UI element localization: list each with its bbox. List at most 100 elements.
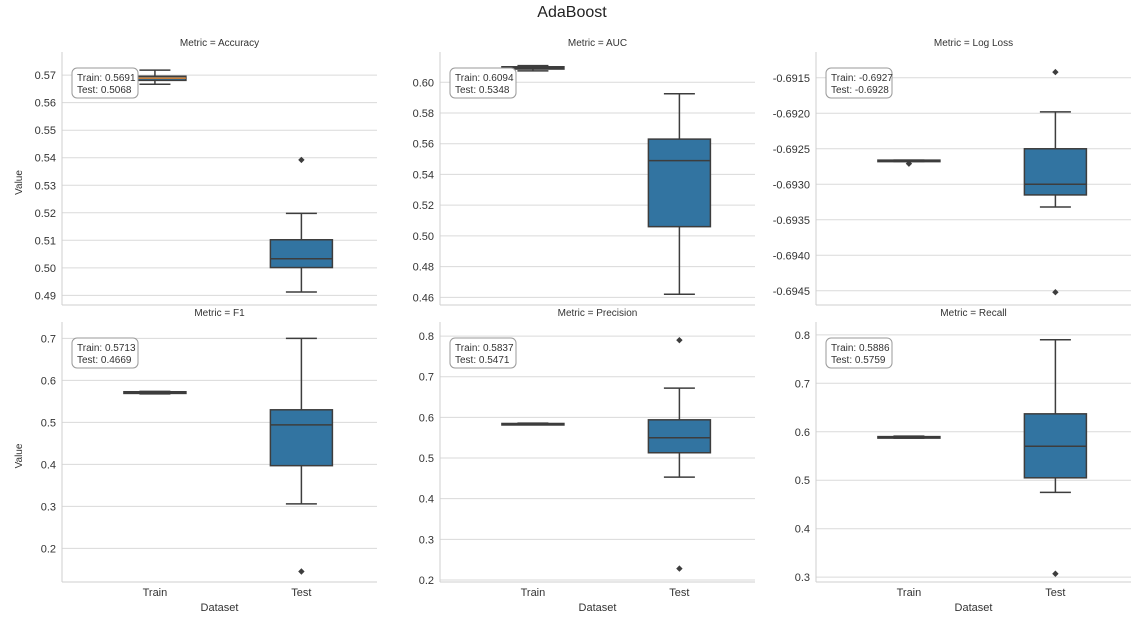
box-test (1023, 338, 1088, 577)
stats-train-label: Train: 0.5837 (455, 343, 514, 354)
y-tick-label: 0.7 (419, 372, 434, 384)
subplot-3: -0.6945 -0.6940 -0.6935 -0.6930 -0.6925 -0.69… (773, 38, 1131, 306)
stats-test-label: Test: 0.5759 (831, 355, 886, 366)
y-tick-label: 0.51 (35, 235, 56, 247)
y-tick-label: 0.46 (413, 292, 434, 304)
y-tick-label: 0.5 (41, 417, 56, 429)
y-tick-label: -0.6940 (773, 250, 810, 262)
subplot-title: Metric = F1 (194, 308, 245, 319)
box-train (123, 390, 187, 395)
y-tick-label: 0.56 (35, 98, 56, 110)
x-axis-label: Dataset (201, 602, 239, 614)
stats-box-frame (71, 337, 139, 369)
subplot-title: Metric = Precision (558, 308, 638, 319)
stats-train-label: Train: -0.6927 (831, 73, 893, 84)
stats-train-label: Train: 0.6094 (455, 73, 514, 84)
subplot-2: 0.46 0.48 0.50 0.52 0.54 0.56 0.58 0.60 Metric =… (413, 38, 755, 306)
y-tick-label: 0.4 (795, 524, 810, 536)
stats-test-label: Test: 0.5471 (455, 355, 510, 366)
y-tick-label: 0.8 (419, 331, 434, 343)
x-tick-label: Train (897, 587, 922, 599)
y-tick-label: 0.6 (419, 412, 434, 424)
y-tick-label: -0.6925 (773, 144, 810, 156)
box-test (647, 93, 712, 295)
stats-box-frame (825, 337, 893, 369)
outlier-point (676, 565, 683, 572)
y-tick-label: 0.48 (413, 262, 434, 274)
box-body (269, 239, 334, 269)
y-tick-label: 0.4 (419, 494, 434, 506)
stats-test-label: Test: -0.6928 (831, 85, 889, 96)
y-tick-label: 0.50 (413, 231, 434, 243)
y-tick-label: 0.5 (419, 453, 434, 465)
y-tick-label: 0.57 (35, 70, 56, 82)
x-axis-label: Dataset (579, 602, 617, 614)
y-tick-label: -0.6935 (773, 215, 810, 227)
box-train (877, 159, 941, 167)
y-tick-label: 0.52 (413, 200, 434, 212)
box-train (877, 435, 941, 439)
figure-title: AdaBoost (537, 4, 607, 21)
stats-train-label: Train: 0.5886 (831, 343, 890, 354)
y-tick-label: -0.6915 (773, 73, 810, 85)
subplot-5: 0.2 0.3 0.4 0.5 0.6 0.7 0.8 Metric = Precision T… (419, 308, 755, 614)
y-tick-label: 0.54 (35, 153, 56, 165)
x-tick-label: Test (669, 587, 689, 599)
y-tick-label: 0.6 (795, 427, 810, 439)
x-tick-label: Train (143, 587, 168, 599)
y-tick-label: 0.3 (41, 501, 56, 513)
stats-test-label: Test: 0.4669 (77, 355, 132, 366)
stats-box-frame (449, 67, 517, 99)
x-tick-label: Test (291, 587, 311, 599)
box-body (1023, 148, 1088, 196)
box-test (269, 337, 334, 575)
subplot-title: Metric = Log Loss (934, 38, 1013, 49)
outlier-point (1052, 570, 1059, 577)
subplot-title: Metric = AUC (568, 38, 627, 49)
y-tick-label: -0.6930 (773, 179, 810, 191)
box-train (501, 422, 565, 426)
y-tick-label: 0.2 (41, 543, 56, 555)
outlier-point (1052, 68, 1059, 76)
outlier-point (298, 156, 305, 164)
y-tick-label: 0.56 (413, 139, 434, 151)
outlier-point (676, 336, 683, 344)
x-axis-label: Dataset (955, 602, 993, 614)
box-train (123, 69, 187, 85)
y-axis-label: Value (14, 170, 25, 195)
outlier-point (905, 160, 913, 167)
stats-box-frame (825, 67, 893, 99)
stats-box-frame (71, 67, 139, 99)
outlier-point (298, 568, 305, 575)
y-tick-label: 0.60 (413, 77, 434, 89)
y-tick-label: 0.2 (419, 575, 434, 587)
box-body (647, 138, 712, 228)
y-tick-label: 0.3 (419, 534, 434, 546)
y-tick-label: 0.55 (35, 125, 56, 137)
box-test (1023, 68, 1088, 296)
y-axis-label: Value (14, 443, 25, 468)
y-tick-label: -0.6945 (773, 286, 810, 298)
y-tick-label: 0.4 (41, 459, 56, 471)
y-tick-label: 0.50 (35, 263, 56, 275)
y-tick-label: 0.5 (795, 475, 810, 487)
box-body (647, 419, 712, 454)
stats-test-label: Test: 0.5348 (455, 85, 510, 96)
x-tick-label: Test (1045, 587, 1065, 599)
y-tick-label: 0.52 (35, 208, 56, 220)
box-test (647, 336, 712, 572)
y-tick-label: 0.54 (413, 169, 434, 181)
y-tick-label: 0.8 (795, 330, 810, 342)
y-tick-label: 0.7 (41, 333, 56, 345)
subplot-title: Metric = Accuracy (180, 38, 259, 49)
outlier-point (1052, 289, 1059, 296)
y-tick-label: 0.7 (795, 378, 810, 390)
y-tick-label: 0.3 (795, 572, 810, 584)
subplot-1: 0.49 0.50 0.51 0.52 0.53 0.54 0.55 0.56 0.57 Metr… (14, 38, 377, 306)
y-tick-label: 0.6 (41, 375, 56, 387)
